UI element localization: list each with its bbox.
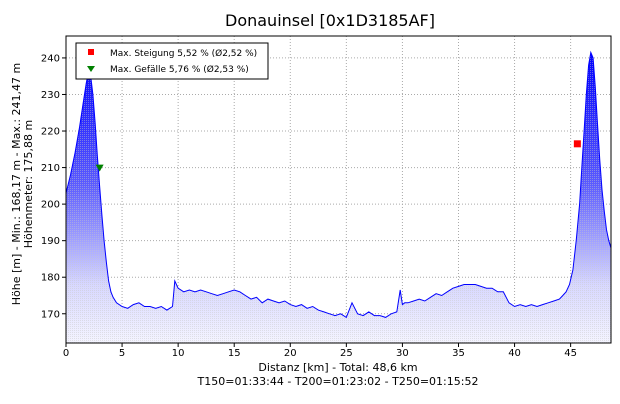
y-axis-label-primary: Höhe [m] - Min.: 168,17 m - Max.: 241,47… [10, 63, 23, 306]
y-tick-label: 200 [41, 200, 60, 211]
elevation-fill-texture [66, 52, 611, 344]
x-tick-label: 10 [172, 348, 185, 359]
y-tick-label: 230 [41, 90, 60, 101]
legend-steigung-label: Max. Steigung 5,52 % (Ø2,52 %) [110, 48, 257, 59]
time-footer: T150=01:33:44 - T200=01:23:02 - T250=01:… [197, 375, 479, 388]
x-axis-title: Distanz [km] - Total: 48,6 km [258, 361, 417, 374]
extreme-markers [95, 140, 581, 172]
plot-frame [66, 36, 611, 343]
legend-gefaelle-label: Max. Gefälle 5,76 % (Ø2,53 %) [110, 64, 249, 75]
legend-box [75, 42, 269, 80]
x-tick-label: 5 [119, 348, 125, 359]
legend-steigung-square [88, 49, 94, 55]
plot-border [65, 35, 612, 344]
max-gefaelle-marker [95, 164, 104, 172]
y-tick-label: 190 [41, 236, 60, 247]
y-tick-label: 240 [41, 53, 60, 64]
x-tick-label: 20 [284, 348, 297, 359]
x-tick-label: 0 [63, 348, 69, 359]
legend-gefaelle-triangle [87, 66, 95, 72]
max-steigung-marker [573, 140, 581, 148]
elevation-area [65, 50, 612, 344]
axis-ticks: 0 5 10 15 20 25 30 35 40 45 170 180 190 200 210 220 230 2… [41, 53, 577, 359]
y-axis-title: Höhe [m] - Min.: 168,17 m - Max.: 241,47… [10, 63, 35, 306]
y-tick-label: 210 [41, 163, 60, 174]
x-tick-label: 40 [508, 348, 521, 359]
elevation-line [65, 50, 612, 319]
legend: Max. Steigung 5,52 % (Ø2,52 %) Max. Gefä… [75, 42, 269, 80]
y-tick-label: 180 [41, 273, 60, 284]
x-tick-label: 15 [228, 348, 241, 359]
y-tick-label: 170 [41, 309, 60, 320]
x-tick-label: 35 [452, 348, 465, 359]
y-tick-label: 220 [41, 127, 60, 138]
x-tick-label: 25 [340, 348, 353, 359]
x-tick-label: 30 [396, 348, 409, 359]
chart-title: Donauinsel [0x1D3185AF] [225, 11, 435, 30]
x-tick-label: 45 [564, 348, 577, 359]
y-axis-label-secondary: Höhenmeter: 175,88 m [22, 120, 35, 249]
